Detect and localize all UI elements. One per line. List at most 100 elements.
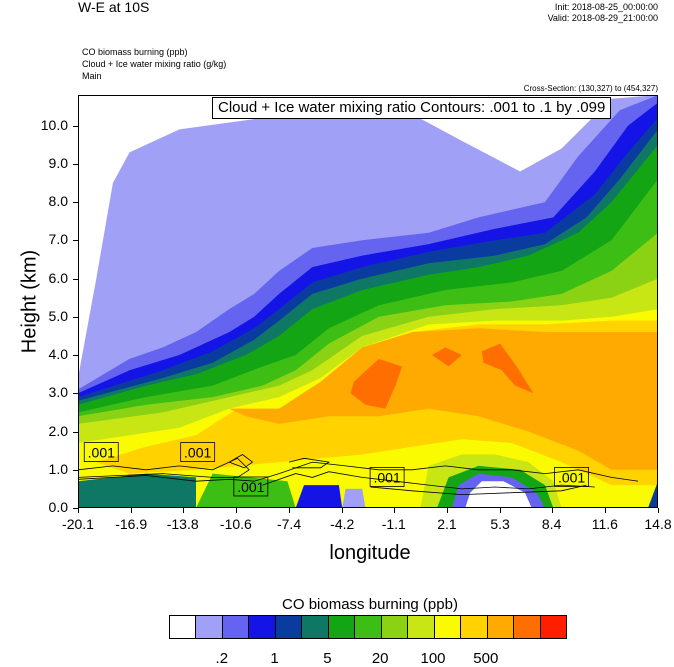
colorbar-swatch — [327, 616, 355, 638]
y-tick-label: 9.0 — [48, 154, 68, 171]
colorbar-swatch — [274, 616, 302, 638]
y-axis-label: Height (km) — [18, 249, 41, 354]
y-tick-label: 10.0 — [40, 116, 68, 133]
y-tick-label: 5.0 — [48, 307, 68, 324]
colorbar-swatch — [539, 616, 567, 638]
svg-text:.001: .001 — [184, 445, 211, 461]
x-tick-label: -4.2 — [330, 516, 355, 532]
contour-value-label: .001 — [83, 442, 119, 462]
x-tick-mark — [342, 508, 344, 513]
contour-value-label: .001 — [233, 476, 269, 497]
x-tick-mark — [658, 508, 659, 513]
y-tick-mark — [73, 202, 78, 204]
y-tick-mark — [73, 355, 78, 357]
colorbar-label: 20 — [371, 650, 389, 667]
plot-frame — [78, 95, 658, 508]
colorbar-swatch — [301, 616, 328, 638]
x-tick-mark — [604, 508, 606, 513]
colorbar-swatch — [354, 616, 381, 638]
x-tick-label: -13.8 — [166, 516, 199, 532]
svg-text:.001: .001 — [558, 469, 585, 485]
y-tick-mark — [73, 278, 78, 280]
cross-section-label: Cross-Section: (130,327) to (454,327) — [523, 84, 658, 93]
colorbar-label: 500 — [473, 650, 499, 667]
x-tick-label: 5.3 — [490, 516, 510, 532]
cloud-contour-line — [289, 457, 330, 469]
x-tick-mark — [78, 508, 79, 513]
colorbar-swatch — [433, 616, 461, 638]
svg-text:.001: .001 — [88, 445, 115, 461]
y-tick-mark — [73, 469, 78, 471]
y-tick-mark — [73, 508, 78, 509]
svg-text:.001: .001 — [237, 479, 264, 495]
chart-title: W-E at 10S — [78, 0, 150, 15]
colorbar-label: .2 — [215, 650, 229, 667]
cloud-contour-line — [78, 457, 250, 478]
x-tick-label: -20.1 — [62, 516, 94, 532]
co-concentration-band — [229, 328, 658, 470]
y-tick-label: 4.0 — [48, 346, 68, 363]
colorbar-swatch — [513, 616, 540, 638]
x-tick-label: -1.1 — [381, 516, 406, 532]
y-tick-mark — [73, 125, 78, 127]
colorbar-swatch — [486, 616, 514, 638]
colorbar-label: 5 — [323, 650, 332, 667]
heatmap-svg: .001 .001 .001 .001 .001 — [78, 95, 658, 508]
x-tick-label: 14.8 — [644, 516, 672, 532]
y-tick-label: 3.0 — [48, 384, 68, 401]
x-tick-mark — [235, 508, 237, 513]
valid-time: Valid: 2018-08-29_21:00:00 — [547, 13, 658, 23]
x-tick-label: -10.6 — [219, 516, 252, 532]
colorbar-title: CO biomass burning (ppb) — [282, 596, 458, 613]
contour-info-box: Cloud + Ice water mixing ratio Contours:… — [212, 97, 612, 119]
x-tick-label: 11.6 — [591, 516, 618, 532]
subtitle-line-1: CO biomass burning (ppb) — [82, 47, 188, 57]
colorbar-swatch — [195, 616, 222, 638]
init-time: Init: 2018-08-25_00:00:00 — [554, 2, 658, 12]
x-tick-mark — [446, 508, 448, 513]
plot-area: .001 .001 .001 .001 .001 — [78, 95, 658, 508]
colorbar — [169, 615, 567, 639]
colorbar-swatch — [221, 616, 249, 638]
colorbar-swatch — [380, 616, 408, 638]
y-tick-label: 6.0 — [48, 269, 68, 286]
cloud-contour-line — [370, 484, 587, 496]
co-concentration-band — [648, 481, 658, 508]
colorbar-swatch — [170, 616, 196, 638]
cloud-contour-line — [262, 471, 595, 490]
y-tick-mark — [73, 393, 78, 395]
colorbar-label: 100 — [420, 650, 446, 667]
colorbar-swatch — [460, 616, 487, 638]
x-tick-mark — [551, 508, 553, 513]
y-tick-label: 8.0 — [48, 193, 68, 210]
co-concentration-band — [432, 347, 462, 367]
subtitle-line-3: Main — [82, 71, 102, 81]
y-tick-mark — [73, 316, 78, 318]
x-tick-label: -7.4 — [276, 516, 302, 532]
x-tick-label: 2.1 — [437, 516, 457, 532]
y-tick-mark — [73, 240, 78, 242]
x-tick-mark — [393, 508, 395, 513]
y-tick-mark — [73, 163, 78, 165]
colorbar-swatch — [407, 616, 434, 638]
co-concentration-band — [350, 358, 403, 409]
contour-value-label: .001 — [369, 467, 405, 487]
co-concentration-band — [481, 343, 534, 394]
subtitle-line-2: Cloud + Ice water mixing ratio (g/kg) — [82, 59, 227, 69]
y-tick-label: 1.0 — [48, 460, 68, 477]
x-tick-mark — [131, 508, 133, 513]
svg-text:.001: .001 — [373, 469, 400, 485]
x-tick-label: 8.4 — [541, 516, 562, 532]
x-tick-mark — [182, 508, 184, 513]
y-tick-mark — [73, 431, 78, 433]
contour-value-label: .001 — [554, 467, 589, 487]
cloud-contour-line — [78, 461, 639, 482]
cloud-contour-line — [229, 454, 254, 469]
x-axis-label: longitude — [329, 542, 411, 564]
colorbar-label: 1 — [270, 650, 279, 667]
co-concentration-band — [78, 473, 196, 508]
x-tick-label: -16.9 — [115, 516, 148, 532]
co-concentration-band — [295, 485, 343, 508]
co-concentration-band — [342, 488, 366, 508]
colorbar-swatch — [248, 616, 275, 638]
